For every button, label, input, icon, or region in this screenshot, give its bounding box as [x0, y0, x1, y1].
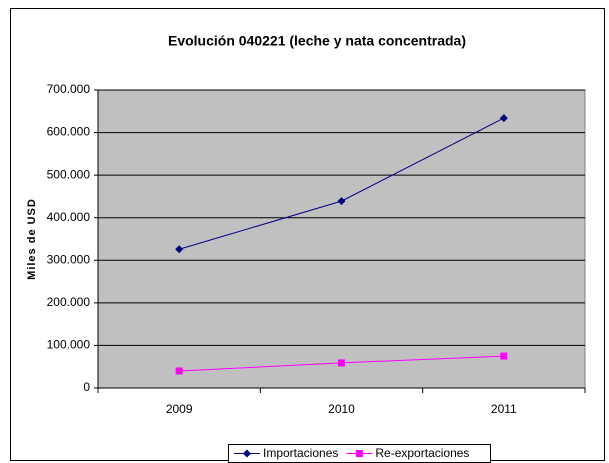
marker [175, 367, 183, 375]
marker [355, 450, 363, 457]
y-tick-label: 500.000 [47, 167, 91, 181]
y-tick-label: 700.000 [47, 82, 91, 96]
marker [338, 359, 345, 367]
y-tick-label: 0 [83, 380, 90, 394]
y-axis-label: Miles de USD [26, 198, 38, 280]
legend-label: Re-exportaciones [375, 446, 469, 460]
chart-title: Evolución 040221 (leche y nata concentra… [168, 33, 466, 49]
y-tick-label: 600.000 [47, 125, 91, 139]
marker [499, 114, 508, 123]
marker [337, 197, 346, 206]
x-tick-label: 2010 [328, 402, 355, 416]
y-tick-label: 300.000 [47, 252, 91, 266]
y-tick-label: 400.000 [47, 210, 91, 224]
legend-label: Importaciones [263, 446, 338, 460]
y-tick-label: 200.000 [47, 295, 91, 309]
marker [175, 245, 184, 254]
marker [243, 449, 251, 458]
plot-area [97, 89, 586, 389]
x-tick-label: 2009 [166, 402, 193, 416]
y-tick-label: 100.000 [47, 338, 91, 352]
marker [500, 352, 508, 360]
x-tick-label: 2011 [491, 402, 517, 416]
